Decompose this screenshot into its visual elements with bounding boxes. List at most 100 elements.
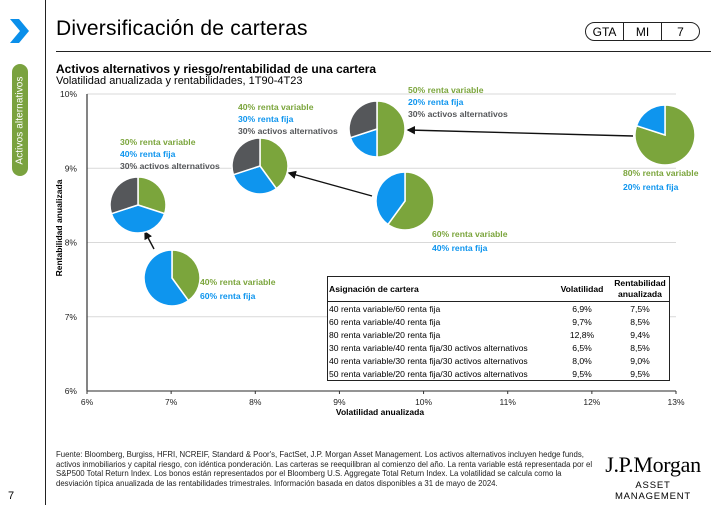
cell-return: 9,5% xyxy=(630,368,650,379)
pie-slice-alternatives xyxy=(348,100,378,139)
pie-label: 30% renta variable xyxy=(120,137,196,147)
chevron-right-icon[interactable] xyxy=(8,18,30,44)
header-allocation: Asignación de cartera xyxy=(329,284,419,294)
pie-p40_30_30 xyxy=(231,137,289,195)
pie-slice-equity xyxy=(386,171,435,231)
pie-labels: 40% renta variable 60% renta fija 60% rent… xyxy=(120,85,699,301)
pie-label: 20% renta fija xyxy=(623,182,679,192)
section-tab[interactable]: Activos alternativos xyxy=(12,64,28,176)
x-tick-label: 11% xyxy=(500,397,517,407)
y-tick-label: 10% xyxy=(60,89,77,99)
y-tick-label: 6% xyxy=(65,386,78,396)
pie-label: 40% renta variable xyxy=(238,102,314,112)
x-tick-labels: 6% 7% 8% 9% 10% 11% 12% 13% xyxy=(81,397,685,407)
pie-label: 60% renta fija xyxy=(200,291,256,301)
cell-volatility: 8,0% xyxy=(572,355,592,366)
table-row: 50 renta variable/20 renta fija/30 activ… xyxy=(328,367,669,380)
page-number: 7 xyxy=(8,490,15,502)
badge-mi: MI xyxy=(624,23,662,40)
cell-volatility: 6,5% xyxy=(572,342,592,353)
pie-label: 20% renta fija xyxy=(408,97,464,107)
pie-label: 60% renta variable xyxy=(432,229,508,239)
source-footnote: Fuente: Bloomberg, Burgiss, HFRI, NCREIF… xyxy=(56,450,593,488)
axes xyxy=(86,94,677,394)
pie-p30_40_30 xyxy=(109,176,167,234)
y-tick-label: 8% xyxy=(65,238,78,248)
pie-slice-equity xyxy=(137,176,167,215)
header-return: Rentabilidad anualizada xyxy=(614,278,666,299)
pie-label: 40% renta variable xyxy=(200,277,276,287)
pie-slice-alternatives xyxy=(231,137,261,176)
pie-label: 30% activos alternativos xyxy=(238,126,338,136)
chart-title: Activos alternativos y riesgo/rentabilid… xyxy=(56,62,377,76)
table-row: 40 renta variable/60 renta fija 6,9% 7,5… xyxy=(328,302,669,315)
x-tick-label: 8% xyxy=(249,397,262,407)
pie-slice-fixed-income xyxy=(110,204,166,234)
y-tick-labels: 6% 7% 8% 9% 10% xyxy=(60,89,77,396)
pie-label: 30% activos alternativos xyxy=(408,109,508,119)
badge-gta: GTA xyxy=(586,23,624,40)
pie-label: 30% activos alternativos xyxy=(120,161,220,171)
cell-return: 9,0% xyxy=(630,355,650,366)
pies xyxy=(109,100,696,307)
cell-allocation: 40 renta variable/30 renta fija/30 activ… xyxy=(329,355,528,366)
pie-slice-fixed-income xyxy=(635,104,666,137)
x-tick-label: 7% xyxy=(165,397,178,407)
x-tick-label: 13% xyxy=(667,397,684,407)
arrow-p80_20-to-p50_20_30 xyxy=(406,125,634,137)
pie-label: 40% renta fija xyxy=(120,149,176,159)
pie-slice-equity xyxy=(376,100,406,158)
cell-return: 9,4% xyxy=(630,329,650,340)
cell-volatility: 9,5% xyxy=(572,368,592,379)
y-axis-label: Rentabilidad anualizada xyxy=(54,179,64,276)
pie-label: 80% renta variable xyxy=(623,168,699,178)
cell-allocation: 60 renta variable/40 renta fija xyxy=(329,316,441,327)
pie-slice-equity xyxy=(259,137,289,190)
left-rail: Activos alternativos 7 xyxy=(0,0,45,505)
table-row: 40 renta variable/30 renta fija/30 activ… xyxy=(328,354,669,367)
header-volatility: Volatilidad xyxy=(560,284,604,294)
arrow-p60_40-to-p40_30_30 xyxy=(287,170,373,197)
title-divider xyxy=(56,51,711,52)
pie-p80_20 xyxy=(634,104,696,166)
x-tick-label: 9% xyxy=(333,397,346,407)
page-title: Diversificación de carteras xyxy=(56,17,308,40)
pie-slice-equity xyxy=(171,249,201,302)
logo-wordmark: J.P.Morgan xyxy=(605,452,701,477)
table-row: 80 renta variable/20 renta fija 12,8% 9,… xyxy=(328,328,669,341)
x-axis-label: Volatilidad anualizada xyxy=(336,407,424,417)
badge-page: 7 xyxy=(677,24,684,39)
y-tick-label: 9% xyxy=(65,163,78,173)
pie-p40_60 xyxy=(143,249,201,307)
pie-label: 50% renta variable xyxy=(408,85,484,95)
pie-slice-fixed-income xyxy=(143,249,190,307)
table-row: 30 renta variable/40 renta fija/30 activ… xyxy=(328,341,669,354)
pie-p60_40 xyxy=(375,171,435,231)
pie-slice-fixed-income xyxy=(232,165,278,195)
rail-divider xyxy=(45,0,46,505)
table-header: Asignación de cartera Volatilidad Rentab… xyxy=(328,277,669,302)
reference-badge: GTA MI 7 xyxy=(585,22,700,41)
pie-label: 30% renta fija xyxy=(238,114,294,124)
cell-volatility: 12,8% xyxy=(569,329,595,340)
cell-return: 7,5% xyxy=(630,303,650,314)
logo-subline: ASSET MANAGEMENT xyxy=(614,480,692,502)
jpmorgan-logo: J.P.Morgan ASSET MANAGEMENT xyxy=(598,452,708,502)
cell-return: 8,5% xyxy=(630,316,650,327)
cell-volatility: 9,7% xyxy=(572,316,592,327)
x-tick-label: 6% xyxy=(81,397,94,407)
cell-return: 8,5% xyxy=(630,342,650,353)
x-tick-label: 10% xyxy=(415,397,432,407)
pie-slice-fixed-income xyxy=(375,171,406,226)
chart-subtitle: Volatilidad anualizada y rentabilidades,… xyxy=(56,75,303,87)
pie-label: 40% renta fija xyxy=(432,243,488,253)
cell-volatility: 6,9% xyxy=(572,303,592,314)
arrows xyxy=(144,125,634,250)
x-tick-label: 12% xyxy=(583,397,600,407)
cell-allocation: 40 renta variable/60 renta fija xyxy=(329,303,441,314)
pie-slice-equity xyxy=(634,104,696,166)
cell-allocation: 50 renta variable/20 renta fija/30 activ… xyxy=(329,368,528,379)
y-tick-label: 7% xyxy=(65,312,78,322)
table-row: 60 renta variable/40 renta fija 9,7% 8,5… xyxy=(328,315,669,328)
